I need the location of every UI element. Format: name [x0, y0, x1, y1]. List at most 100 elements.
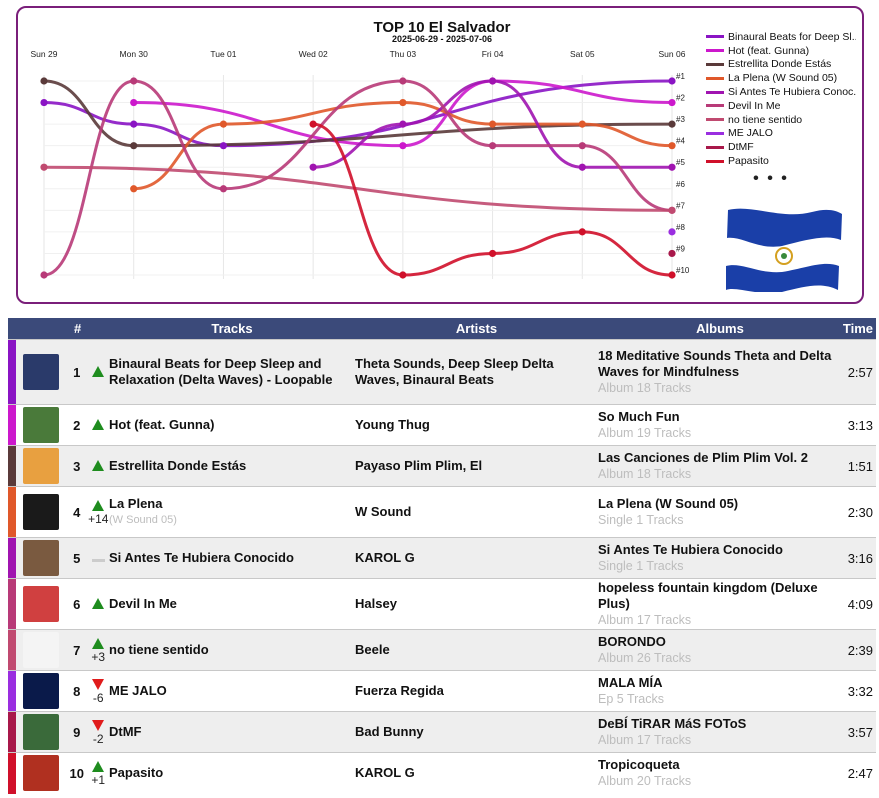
series-point	[399, 271, 407, 279]
table-row[interactable]: 3 Estrellita Donde Estás Payaso Plim Plim,…	[8, 445, 876, 487]
series-line	[133, 101, 673, 191]
album-title[interactable]: hopeless fountain kingdom (Deluxe Plus)	[598, 580, 818, 611]
series-point	[488, 249, 497, 258]
artist-name[interactable]: Theta Sounds, Deep Sleep Delta Waves, Bi…	[355, 356, 554, 387]
album-art[interactable]	[23, 586, 59, 622]
artist-name[interactable]: Bad Bunny	[355, 724, 424, 739]
table-row[interactable]: 9 -2 DtMF Bad Bunny DeBÍ TiRAR MáS FOToS Albu…	[8, 711, 876, 753]
series-point	[668, 271, 676, 279]
artist-name[interactable]: W Sound	[355, 504, 412, 519]
track-time: 3:16	[842, 537, 876, 579]
track-title[interactable]: no tiene sentido	[109, 642, 209, 657]
album-art[interactable]	[23, 354, 59, 390]
row-color-bar	[8, 629, 16, 671]
album-art[interactable]	[23, 494, 59, 530]
album-art[interactable]	[23, 407, 59, 443]
track-title[interactable]: Estrellita Donde Estás	[109, 458, 247, 473]
legend-item[interactable]: ME JALO	[706, 127, 856, 141]
album-title[interactable]: 18 Meditative Sounds Theta and Delta Wav…	[598, 348, 832, 379]
track-title[interactable]: Hot (feat. Gunna)	[109, 417, 215, 432]
header-time[interactable]: Time	[842, 318, 876, 340]
track-title[interactable]: Si Antes Te Hubiera Conocido	[109, 550, 294, 565]
album-type: Single 1 Tracks	[598, 559, 684, 573]
artist-name[interactable]: KAROL G	[355, 765, 415, 781]
album-title[interactable]: Tropicoqueta	[598, 757, 680, 773]
artist-name[interactable]: Beele	[355, 642, 390, 657]
track-title[interactable]: Papasito	[109, 765, 164, 781]
header-albums[interactable]: Albums	[598, 318, 842, 340]
album-art[interactable]	[23, 632, 59, 668]
track-title[interactable]: La Plena	[109, 496, 163, 511]
album-title[interactable]: BORONDO	[598, 634, 666, 649]
track-time: 2:57	[842, 339, 876, 405]
header-tracks[interactable]: Tracks	[109, 318, 355, 340]
artist-name[interactable]: Payaso Plim Plim, El	[355, 458, 483, 473]
rank-number: 10	[66, 752, 88, 794]
chart-subtitle: 2025-06-29 - 2025-07-06	[392, 34, 492, 44]
series-line	[133, 79, 673, 148]
series-point	[130, 185, 138, 193]
series-point	[399, 120, 407, 128]
header-artists[interactable]: Artists	[355, 318, 598, 340]
album-type: Single 1 Tracks	[598, 513, 684, 527]
album-title[interactable]: Las Canciones de Plim Plim Vol. 2	[598, 450, 808, 465]
artist-name[interactable]: KAROL G	[355, 550, 415, 565]
day-label: Fri 04	[482, 49, 504, 59]
table-row[interactable]: 4 +14 La Plena (W Sound 05) W Sound La Plena …	[8, 486, 876, 538]
table-row[interactable]: 7 +3 no tiene sentido Beele BORONDO Album 26 …	[8, 629, 876, 671]
table-row[interactable]: 10 +1 Papasito KAROL G Tropicoqueta Album 20 …	[8, 752, 876, 794]
series-point	[668, 249, 676, 258]
track-title[interactable]: Devil In Me	[109, 596, 177, 611]
legend-item[interactable]: Si Antes Te Hubiera Conoc...	[706, 85, 856, 99]
legend-label: no tiene sentido	[728, 113, 803, 126]
legend-item[interactable]: Devil In Me	[706, 99, 856, 113]
table-row[interactable]: 2 Hot (feat. Gunna) Young Thug So Much Fun A…	[8, 404, 876, 446]
rank-label: #9	[676, 244, 685, 253]
album-title[interactable]: La Plena (W Sound 05)	[598, 496, 739, 511]
chart-title: TOP 10 El Salvador	[373, 19, 510, 36]
track-title[interactable]: DtMF	[109, 724, 142, 739]
table-row[interactable]: 5 Si Antes Te Hubiera Conocido KAROL G Si A…	[8, 537, 876, 579]
series-point	[130, 120, 138, 128]
track-title[interactable]: ME JALO	[109, 683, 167, 698]
series-point	[130, 77, 138, 85]
album-art[interactable]	[23, 448, 59, 484]
album-art[interactable]	[23, 673, 59, 709]
album-art[interactable]	[23, 755, 59, 792]
track-time: 1:51	[842, 445, 876, 487]
legend-item[interactable]: Estrellita Donde Estás	[706, 58, 856, 72]
header-rank[interactable]: #	[66, 318, 109, 340]
table-row[interactable]: 1 Binaural Beats for Deep Sleep and Relax…	[8, 339, 876, 405]
legend-swatch	[706, 35, 724, 39]
rank-change: +3	[91, 649, 106, 664]
row-color-bar	[8, 578, 16, 630]
track-title[interactable]: Binaural Beats for Deep Sleep and Relaxa…	[109, 356, 333, 387]
album-title[interactable]: MALA MÍA	[598, 675, 663, 690]
album-art[interactable]	[23, 540, 59, 576]
tracks-table: # Tracks Artists Albums Time 1 Binaural B…	[8, 318, 876, 794]
album-title[interactable]: DeBÍ TiRAR MáS FOToS	[598, 716, 747, 731]
rank-down-icon	[92, 719, 105, 731]
legend-item[interactable]: Papasito	[706, 154, 856, 168]
legend-more[interactable]: • • •	[753, 169, 789, 187]
legend-swatch	[706, 118, 724, 122]
album-title[interactable]: Si Antes Te Hubiera Conocido	[598, 542, 783, 557]
legend-item[interactable]: La Plena (W Sound 05)	[706, 71, 856, 85]
rank-up-icon	[92, 418, 105, 430]
legend-item[interactable]: DtMF	[706, 140, 856, 154]
legend-item[interactable]: Binaural Beats for Deep Sl...	[706, 30, 856, 44]
legend-item[interactable]: no tiene sentido	[706, 113, 856, 127]
artist-name[interactable]: Young Thug	[355, 417, 430, 432]
album-title[interactable]: So Much Fun	[598, 409, 680, 424]
album-art[interactable]	[23, 714, 59, 750]
track-subtitle: (W Sound 05)	[109, 514, 177, 526]
legend-item[interactable]: Hot (feat. Gunna)	[706, 44, 856, 58]
album-type: Album 17 Tracks	[598, 733, 692, 747]
table-row[interactable]: 6 Devil In Me Halsey hopeless fountain king…	[8, 578, 876, 630]
artist-name[interactable]: Halsey	[355, 596, 397, 611]
rank-number: 9	[66, 711, 88, 753]
rank-up-icon	[92, 760, 105, 772]
artist-name[interactable]: Fuerza Regida	[355, 683, 444, 698]
series-line	[43, 79, 673, 277]
table-row[interactable]: 8 -6 ME JALO Fuerza Regida MALA MÍA Ep 5 Trac…	[8, 670, 876, 712]
